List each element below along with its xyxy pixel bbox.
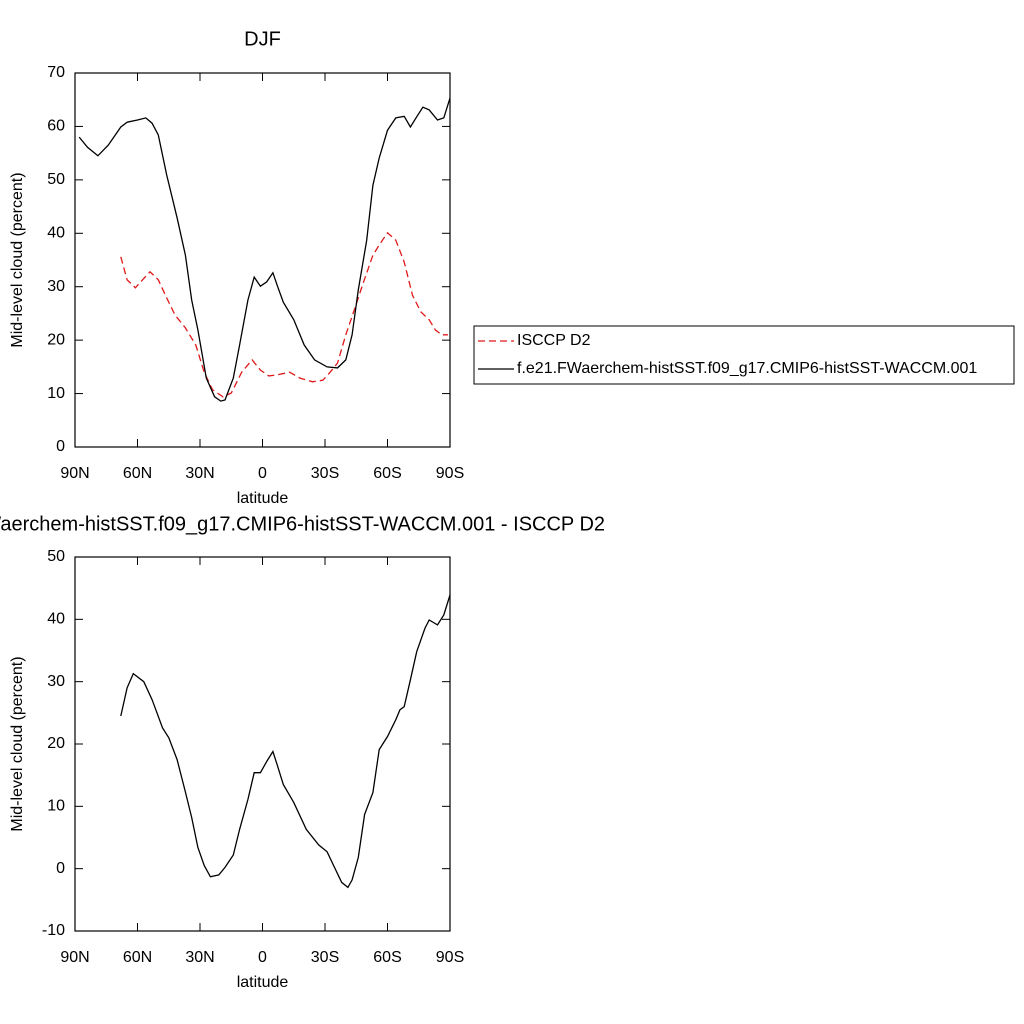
y-tick-label: 70: [47, 64, 65, 81]
y-tick-label: 20: [47, 331, 65, 348]
legend-label: f.e21.FWaerchem-histSST.f09_g17.CMIP6-hi…: [517, 360, 977, 377]
y-tick-label: 40: [47, 611, 65, 628]
y-tick-label: 10: [47, 385, 65, 402]
y-tick-label: 10: [47, 798, 65, 815]
legend-label: ISCCP D2: [517, 332, 591, 349]
y-tick-label: 50: [47, 171, 65, 188]
y-tick-label: 40: [47, 225, 65, 242]
y-tick-label: -10: [42, 922, 65, 939]
x-tick-label: 0: [258, 465, 267, 482]
x-tick-label: 90S: [436, 465, 464, 482]
y-tick-label: 30: [47, 673, 65, 690]
x-tick-label: 0: [258, 949, 267, 966]
x-tick-label: 30S: [311, 465, 339, 482]
x-tick-label: 90S: [436, 949, 464, 966]
y-axis-label: Mid-level cloud (percent): [9, 656, 26, 831]
chart-title: DJF: [244, 28, 281, 50]
plot-frame: [74, 72, 451, 448]
y-tick-label: 0: [56, 860, 65, 877]
y-tick-label: 20: [47, 735, 65, 752]
legend-box: [473, 325, 1015, 385]
y-tick-label: 0: [56, 438, 65, 455]
x-tick-label: 30N: [185, 465, 214, 482]
x-tick-label: 60N: [123, 465, 152, 482]
x-axis-label: latitude: [237, 974, 289, 991]
plot-frame: [74, 556, 451, 932]
x-tick-label: 30S: [311, 949, 339, 966]
x-tick-label: 90N: [60, 465, 89, 482]
y-tick-label: 60: [47, 118, 65, 135]
x-tick-label: 30N: [185, 949, 214, 966]
chart-title: f.e21.FWaerchem-histSST.f09_g17.CMIP6-hi…: [0, 513, 605, 535]
y-tick-label: 50: [47, 548, 65, 565]
data-line: [120, 594, 451, 889]
y-axis-label: Mid-level cloud (percent): [9, 172, 26, 347]
data-line: [78, 97, 451, 402]
x-tick-label: 90N: [60, 949, 89, 966]
x-axis-label: latitude: [237, 490, 289, 507]
data-line: [120, 231, 448, 398]
x-tick-label: 60S: [373, 949, 401, 966]
y-tick-label: 30: [47, 278, 65, 295]
x-tick-label: 60S: [373, 465, 401, 482]
x-tick-label: 60N: [123, 949, 152, 966]
